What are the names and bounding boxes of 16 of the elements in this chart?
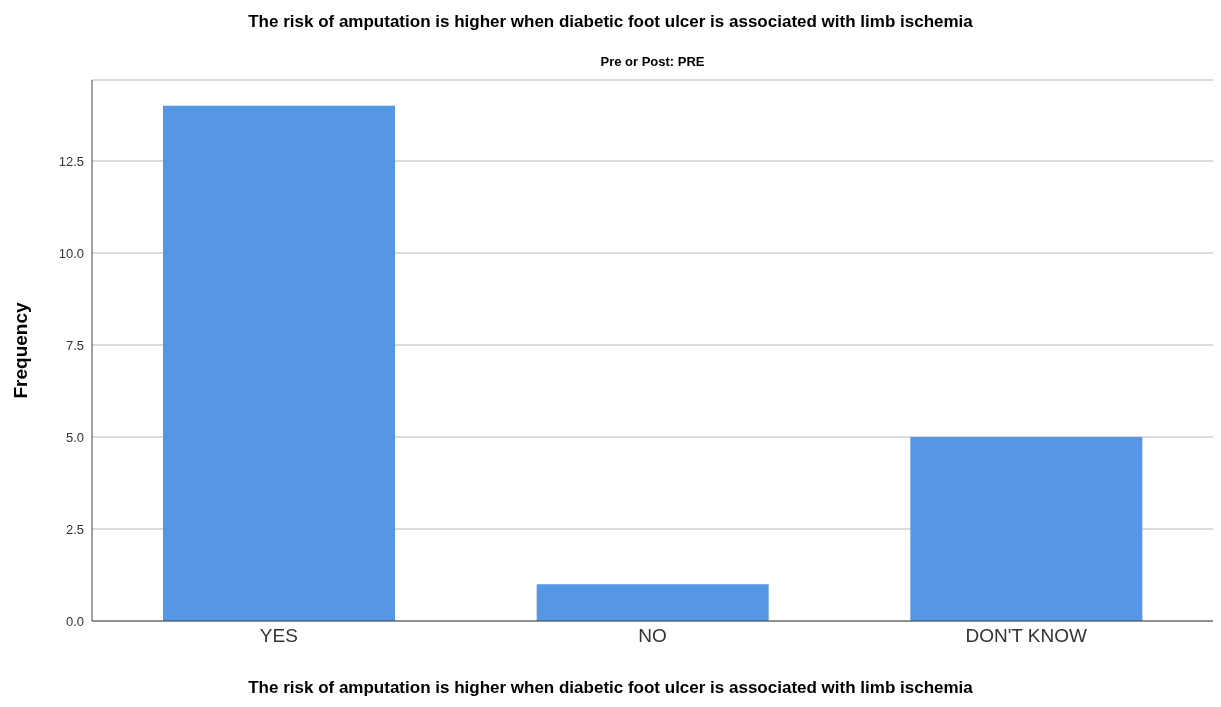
bar — [163, 105, 395, 621]
y-axis-title: Frequency — [9, 302, 31, 399]
chart-subtitle: Pre or Post: PRE — [599, 54, 706, 69]
x-tick-label: DON'T KNOW — [965, 625, 1087, 647]
bar — [910, 436, 1143, 621]
y-tick-label: 0.0 — [65, 613, 84, 629]
y-tick-label: 2.5 — [65, 521, 84, 537]
y-tick-label: 7.5 — [65, 337, 84, 353]
y-tick-label: 12.5 — [58, 153, 84, 169]
y-tick-label: 5.0 — [65, 429, 84, 445]
x-axis-title: The risk of amputation is higher when diabetic foot ulcer is associated with limb ischemia — [247, 678, 974, 698]
y-tick-label: 10.0 — [58, 245, 84, 261]
bar — [536, 584, 769, 621]
x-tick-label: YES — [259, 625, 298, 647]
x-tick-label: NO — [638, 625, 667, 647]
chart-title: The risk of amputation is higher when diabetic foot ulcer is associated with limb ischemia — [247, 12, 974, 32]
